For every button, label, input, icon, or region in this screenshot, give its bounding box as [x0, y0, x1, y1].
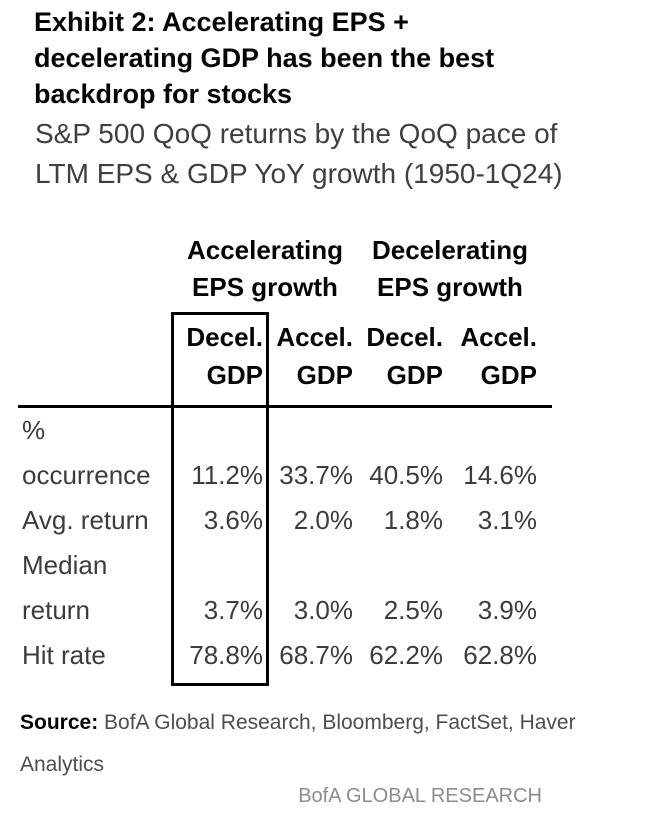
source-text: BofA Global Research, Bloomberg, FactSet… [20, 711, 576, 776]
table-row-avg-return: Avg. return 3.6% 2.0% 1.8% 3.1% [18, 498, 542, 543]
column-header-accel-gdp-1: Accel. GDP [276, 322, 353, 390]
exhibit-subtitle: S&P 500 QoQ returns by the QoQ pace of L… [35, 118, 563, 189]
row-label: Hit rate [22, 640, 106, 670]
table-row-hit-rate: Hit rate 78.8% 68.7% 62.2% 62.8% [18, 633, 542, 678]
value-cell: 33.7% [279, 460, 353, 490]
value-cell: 3.0% [293, 595, 353, 625]
value-cell: 14.6% [463, 460, 537, 490]
value-cell: 40.5% [369, 460, 443, 490]
returns-table: Accelerating EPS growth Decelerating EPS… [18, 232, 552, 678]
value-cell: 78.8% [189, 640, 263, 670]
table-row-occurrence: % occurrence 11.2% 33.7% 40.5% 14.6% [18, 408, 542, 498]
table-header-rule [18, 405, 552, 408]
highlight-box [171, 312, 269, 686]
bofa-global-research-brand: BofA GLOBAL RESEARCH [298, 785, 542, 807]
value-cell: 3.6% [203, 505, 263, 535]
column-header-decel-gdp-1: Decel. GDP [186, 322, 263, 390]
exhibit-title: Exhibit 2: Accelerating EPS + decelerati… [34, 7, 495, 109]
row-label: Avg. return [22, 505, 149, 535]
value-cell: 3.1% [477, 505, 537, 535]
value-cell: 3.9% [477, 595, 537, 625]
column-header-accel-gdp-2: Accel. GDP [460, 322, 537, 390]
group-header-accelerating-eps: Accelerating EPS growth [186, 235, 344, 302]
column-header-decel-gdp-2: Decel. GDP [366, 322, 443, 390]
row-label: % occurrence [22, 415, 151, 490]
value-cell: 2.0% [293, 505, 353, 535]
value-cell: 1.8% [383, 505, 443, 535]
source-note: Source: BofA Global Research, Bloomberg,… [20, 702, 620, 786]
value-cell: 11.2% [191, 460, 263, 490]
value-cell: 62.2% [369, 640, 443, 670]
row-label: Median return [22, 550, 108, 625]
value-cell: 62.8% [463, 640, 537, 670]
group-header-decelerating-eps: Decelerating EPS growth [371, 235, 529, 302]
table-row-median-return: Median return 3.7% 3.0% 2.5% 3.9% [18, 543, 542, 633]
column-header-row: Decel. GDP Accel. GDP Decel. GDP Accel. … [18, 318, 542, 394]
value-cell: 3.7% [203, 595, 263, 625]
group-header-row: Accelerating EPS growth Decelerating EPS… [18, 232, 542, 306]
value-cell: 2.5% [383, 595, 443, 625]
source-label: Source: [20, 711, 99, 734]
value-cell: 68.7% [279, 640, 353, 670]
